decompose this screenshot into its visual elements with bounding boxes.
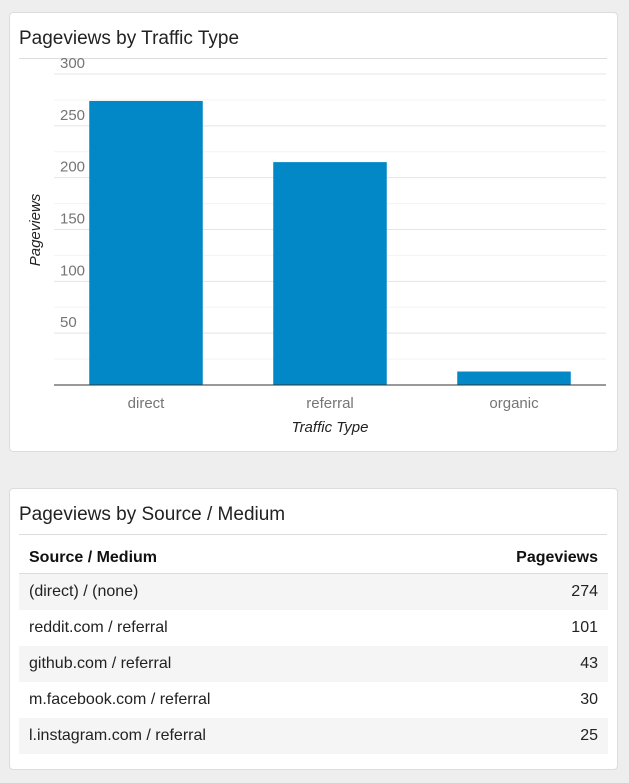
column-header-source-medium[interactable]: Source / Medium xyxy=(19,542,411,574)
table-card: Pageviews by Source / Medium Source / Me… xyxy=(9,488,618,770)
x-axis-title: Traffic Type xyxy=(292,419,369,436)
table-row: l.instagram.com / referral 25 xyxy=(19,718,608,754)
source-medium-cell: l.instagram.com / referral xyxy=(29,727,206,744)
y-tick-label: 150 xyxy=(60,211,85,228)
x-tick-label: referral xyxy=(306,395,354,412)
y-tick-label: 200 xyxy=(60,159,85,176)
table-header-row: Source / Medium Pageviews xyxy=(19,542,608,574)
bar-direct xyxy=(89,100,203,385)
y-axis-title: Pageviews xyxy=(27,193,44,266)
y-tick-label: 250 xyxy=(60,107,85,124)
bar-chart: 50 100 150 200 250 300 direct referral organic Tr… xyxy=(27,55,606,436)
y-tick-label: 100 xyxy=(60,262,85,279)
table-row: reddit.com / referral 101 xyxy=(19,610,608,646)
chart-card: Pageviews by Traffic Type 50 100 150 200 250… xyxy=(9,12,618,452)
y-tick-label: 50 xyxy=(60,314,77,331)
column-header-pageviews[interactable]: Pageviews xyxy=(410,542,608,574)
table-row: github.com / referral 43 xyxy=(19,646,608,682)
source-medium-cell: m.facebook.com / referral xyxy=(29,691,211,708)
chart-card-title: Pageviews by Traffic Type xyxy=(19,28,240,49)
source-medium-cell: reddit.com / referral xyxy=(29,619,168,636)
table-row: m.facebook.com / referral 30 xyxy=(19,682,608,718)
table-row: (direct) / (none) 274 xyxy=(19,573,608,610)
source-medium-table: Source / Medium Pageviews (direct) / (no… xyxy=(19,542,608,754)
bar-referral xyxy=(273,162,387,385)
bar-organic xyxy=(457,371,571,385)
x-tick-label: direct xyxy=(128,395,166,412)
x-tick-label: organic xyxy=(489,395,539,412)
pageviews-cell: 30 xyxy=(580,691,598,708)
pageviews-cell: 43 xyxy=(580,655,598,672)
table-card-title: Pageviews by Source / Medium xyxy=(19,504,286,525)
y-tick-label: 300 xyxy=(60,55,85,72)
pageviews-cell: 101 xyxy=(571,619,598,636)
pageviews-cell: 25 xyxy=(580,727,598,744)
source-medium-cell: (direct) / (none) xyxy=(29,583,139,600)
source-medium-cell: github.com / referral xyxy=(29,655,172,672)
pageviews-cell: 274 xyxy=(571,583,598,600)
chart-card-divider xyxy=(19,58,607,59)
table-card-divider xyxy=(19,534,607,535)
